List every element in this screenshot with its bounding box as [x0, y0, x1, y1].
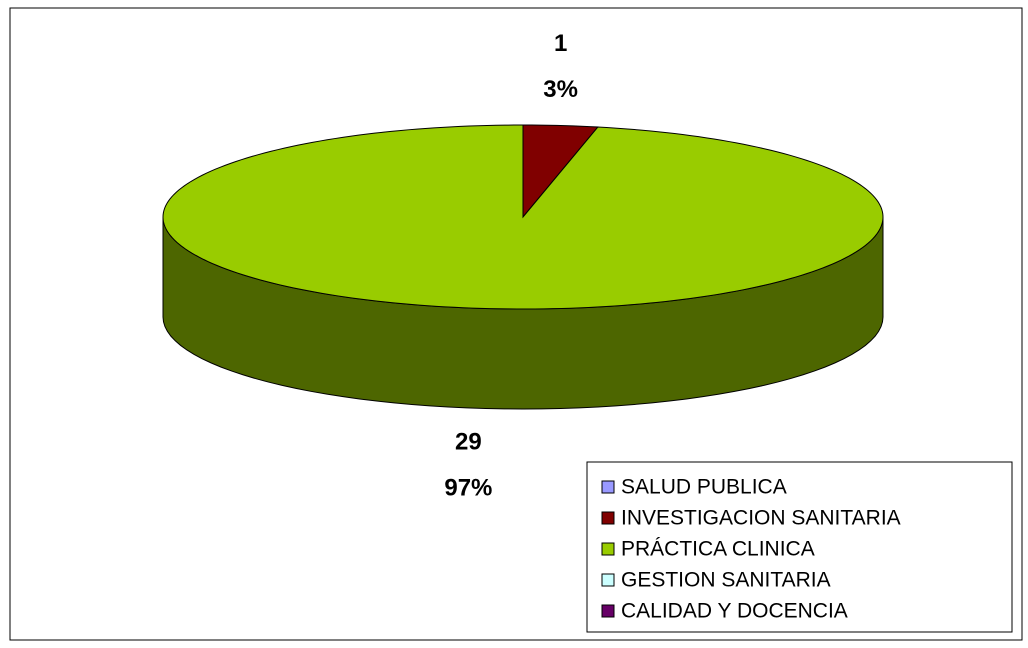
pie [162, 124, 884, 410]
value-label: 1 [554, 30, 567, 57]
percent-label: 97% [444, 475, 492, 502]
value-label: 29 [455, 429, 482, 456]
legend-label: INVESTIGACION SANITARIA [621, 507, 901, 530]
legend-label: PRÁCTICA CLINICA [621, 538, 815, 561]
legend-swatch [601, 511, 615, 525]
data-labels: 1 3% 29 97% [444, 30, 578, 501]
legend-label: SALUD PUBLICA [621, 476, 787, 499]
legend-label: CALIDAD Y DOCENCIA [621, 600, 848, 623]
legend-label: GESTION SANITARIA [621, 569, 831, 592]
legend-swatch [601, 542, 615, 556]
legend-box [586, 461, 1013, 633]
legend-swatch [601, 480, 615, 494]
legend-swatch [601, 573, 615, 587]
legend: SALUD PUBLICA INVESTIGACION SANITARIA PRÁC… [601, 476, 901, 623]
percent-label: 3% [543, 76, 578, 103]
legend-swatch [601, 604, 615, 618]
